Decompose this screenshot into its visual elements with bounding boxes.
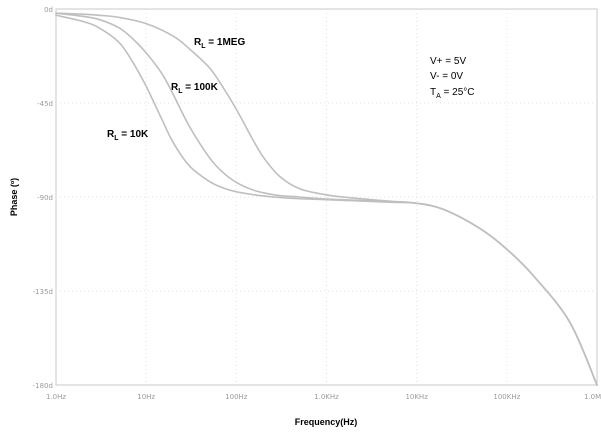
y-tick-label: -135d xyxy=(33,288,53,296)
series-label-100k: RL = 100K xyxy=(171,82,219,95)
series-label-10k: RL = 10K xyxy=(107,129,149,142)
x-axis-label: Frequency(Hz) xyxy=(295,417,358,427)
x-tick-label: 1.0KHz xyxy=(314,393,339,401)
y-tick-label: -90d xyxy=(37,194,53,202)
y-tick-label: -180d xyxy=(33,382,53,390)
y-tick-label: -45d xyxy=(37,100,53,108)
y-axis-label: Phase (º) xyxy=(9,178,19,216)
x-tick-label: 100Hz xyxy=(225,393,248,401)
x-tick-label: 1.0Hz xyxy=(46,393,66,401)
condition-vminus: V- = 0V xyxy=(430,71,463,82)
series-label-1meg: RL = 1MEG xyxy=(194,37,245,50)
x-tick-label: 10Hz xyxy=(137,393,155,401)
series-lines xyxy=(55,12,598,386)
x-tick-labels: 1.0Hz 10Hz 100Hz 1.0KHz 10KHz 100KHz 1.0MHz xyxy=(46,393,601,401)
condition-vplus: V+ = 5V xyxy=(430,56,466,67)
y-tick-labels: 0d -45d -90d -135d -180d xyxy=(33,6,53,390)
y-tick-label: 0d xyxy=(44,6,53,14)
grid-lines xyxy=(56,9,597,385)
condition-ta: TA = 25°C xyxy=(430,87,475,100)
x-tick-label: 10KHz xyxy=(405,393,428,401)
x-tick-label: 100KHz xyxy=(493,393,520,401)
series-line-10k xyxy=(55,14,598,386)
x-tick-label: 1.0MHz xyxy=(584,393,601,401)
